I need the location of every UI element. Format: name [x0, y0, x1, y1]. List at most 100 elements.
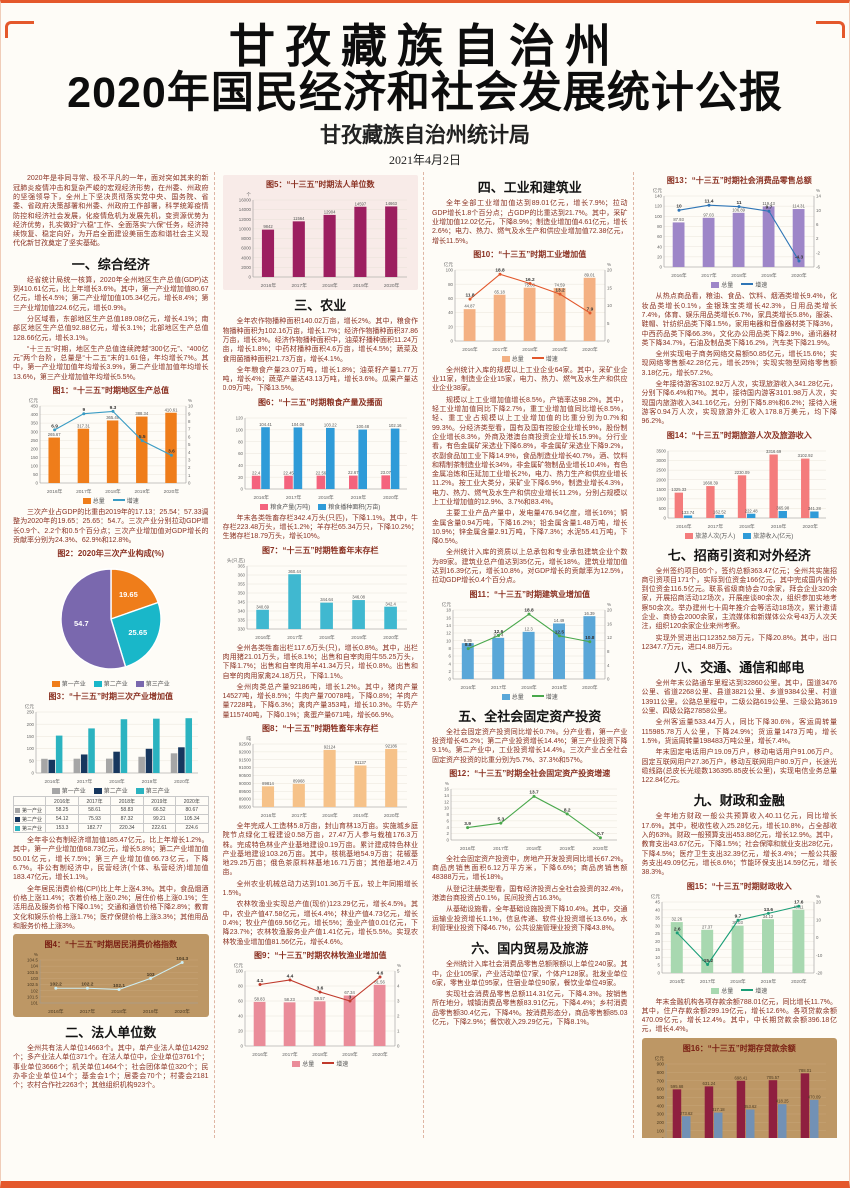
- svg-text:2018年: 2018年: [740, 523, 756, 530]
- svg-text:2230.09: 2230.09: [735, 469, 751, 474]
- svg-text:0: 0: [31, 771, 34, 776]
- svg-text:2020年: 2020年: [592, 845, 608, 852]
- svg-text:2019年: 2019年: [143, 1008, 159, 1015]
- svg-text:8: 8: [188, 419, 191, 424]
- svg-text:600: 600: [657, 1086, 665, 1091]
- fig15-title: 图15：“十三五”时期财政收入: [686, 881, 792, 891]
- fig14-title: 图14：“十三五”时期旅游人次及旅游收入: [666, 430, 812, 440]
- svg-text:10: 10: [816, 208, 821, 213]
- section-heading: 七、招商引资和对外经济: [667, 547, 811, 563]
- svg-text:1: 1: [188, 473, 191, 478]
- svg-text:4.6: 4.6: [377, 970, 384, 976]
- svg-text:2020年: 2020年: [384, 634, 400, 641]
- svg-text:0: 0: [658, 970, 661, 975]
- legend-label: 增速: [126, 498, 139, 505]
- svg-text:133.74: 133.74: [682, 510, 695, 515]
- legend-swatch: [292, 1060, 301, 1067]
- svg-text:16: 16: [446, 615, 451, 620]
- svg-text:91137: 91137: [355, 760, 367, 765]
- svg-text:89000: 89000: [239, 797, 252, 802]
- svg-text:58.23: 58.23: [285, 997, 296, 1002]
- svg-text:470.09: 470.09: [808, 1094, 821, 1099]
- svg-text:14597: 14597: [355, 202, 367, 207]
- svg-text:6: 6: [446, 818, 449, 823]
- svg-text:8: 8: [448, 646, 451, 651]
- svg-text:吨: 吨: [247, 735, 252, 741]
- svg-text:2019年: 2019年: [762, 272, 778, 279]
- page-title-line1: 甘孜藏族自治州: [229, 20, 621, 72]
- svg-text:2018年: 2018年: [313, 1051, 329, 1058]
- table-value-cell: 222.61: [142, 823, 177, 834]
- svg-text:10: 10: [444, 806, 449, 811]
- legend-label: 第二产业: [103, 682, 128, 689]
- page-header: 甘孜藏族自治州 2020年国民经济和社会发展统计公报 甘孜藏族自治州统计局 20…: [13, 23, 837, 168]
- legend-swatch: [51, 681, 60, 688]
- svg-text:2018年: 2018年: [111, 1008, 127, 1015]
- svg-text:2019年: 2019年: [551, 684, 567, 691]
- svg-text:6: 6: [188, 434, 191, 439]
- svg-text:365: 365: [238, 563, 246, 568]
- svg-text:2018年: 2018年: [731, 978, 747, 985]
- paragraph: 全年粮食产量23.07万吨，增长1.8%；油菜籽产量1.77万吨，增长4%；蔬菜…: [222, 366, 419, 393]
- svg-text:22.56: 22.56: [316, 470, 327, 475]
- legend-swatch: [15, 807, 20, 813]
- svg-text:1500: 1500: [656, 486, 666, 491]
- svg-text:500: 500: [657, 1095, 665, 1100]
- svg-text:9.3: 9.3: [109, 405, 116, 411]
- legend-label: 增速: [755, 988, 768, 995]
- legend-swatch: [743, 532, 752, 539]
- section-heading: 一、综合经济: [71, 256, 150, 272]
- svg-text:100.48: 100.48: [357, 424, 370, 429]
- svg-text:92000: 92000: [239, 749, 252, 754]
- svg-text:2019年: 2019年: [771, 523, 787, 530]
- svg-text:3102.92: 3102.92: [798, 453, 814, 458]
- svg-text:1: 1: [397, 1028, 400, 1033]
- svg-text:13.2: 13.2: [555, 287, 565, 293]
- legend-label: 第三产业: [145, 789, 170, 796]
- svg-text:80: 80: [448, 282, 453, 287]
- svg-text:88500: 88500: [239, 805, 252, 810]
- svg-text:87.93: 87.93: [674, 217, 685, 222]
- fig5-title: 图5：“十三五”时期法人单位数: [266, 180, 375, 190]
- svg-text:2020年: 2020年: [791, 978, 807, 985]
- legend-label: 总量: [302, 1061, 315, 1068]
- figure-fig8: 图8：“十三五”时期牲畜年末存栏 88500 89000 89500 90000 9050…: [223, 723, 419, 819]
- svg-text:360: 360: [238, 572, 246, 577]
- svg-text:2018年: 2018年: [105, 488, 121, 495]
- legend-label: 第一产业: [61, 682, 86, 689]
- svg-text:%: %: [816, 188, 820, 193]
- column-2: 图5：“十三五”时期法人单位数 0 2000 4000 6000 8000 10000 120…: [222, 172, 424, 1139]
- fig16-title: 图16：“十三五”时期存贷款余额: [682, 1043, 796, 1053]
- svg-text:1668.39: 1668.39: [703, 480, 719, 485]
- svg-text:0: 0: [660, 265, 663, 270]
- svg-text:631.24: 631.24: [703, 1081, 716, 1086]
- paragraph: 全州统计入库社会消费品零售总额限额以上单位240家。其中，企业105家，产业活动…: [432, 961, 628, 987]
- svg-text:3.6: 3.6: [168, 449, 175, 455]
- column-3: 四、工业和建筑业 全年全部工业增加值达到89.01亿元，增长7.9%；拉动GDP增…: [432, 172, 634, 1139]
- svg-text:2: 2: [188, 465, 191, 470]
- page-title-line2: 2020年国民经济和社会发展统计公报: [67, 68, 783, 117]
- series-name: 第三产业: [22, 825, 43, 832]
- figure-fig3: 图3：“十三五”时期三次产业增加值 0 50 100 150 200 250 亿元 2016年 2…: [13, 691, 209, 834]
- paragraph: 年末固定电话用户19.09万户，移动电话用户91.06万户。固定互联网用户27.…: [641, 749, 838, 785]
- svg-text:595.68: 595.68: [671, 1084, 684, 1089]
- svg-text:7: 7: [188, 427, 191, 432]
- paragraph: 2020年是非同寻常、极不平凡的一年，面对突如其来的新冠肺炎疫情冲击和复杂严峻的…: [13, 175, 209, 248]
- svg-text:2019年: 2019年: [134, 488, 150, 495]
- svg-text:亿元: 亿元: [29, 397, 39, 404]
- svg-text:9: 9: [188, 411, 191, 416]
- svg-text:40: 40: [238, 463, 243, 468]
- svg-text:%: %: [607, 262, 611, 267]
- fig5-panel: 图5：“十三五”时期法人单位数 0 2000 4000 6000 8000 10000 120…: [222, 175, 418, 291]
- table-value-cell: 58.61: [77, 805, 112, 816]
- svg-text:300: 300: [30, 429, 38, 434]
- svg-text:0: 0: [241, 486, 244, 491]
- legend-swatch: [685, 532, 694, 539]
- svg-text:92124: 92124: [324, 745, 336, 750]
- svg-text:60: 60: [448, 296, 453, 301]
- svg-text:2018年: 2018年: [323, 282, 339, 289]
